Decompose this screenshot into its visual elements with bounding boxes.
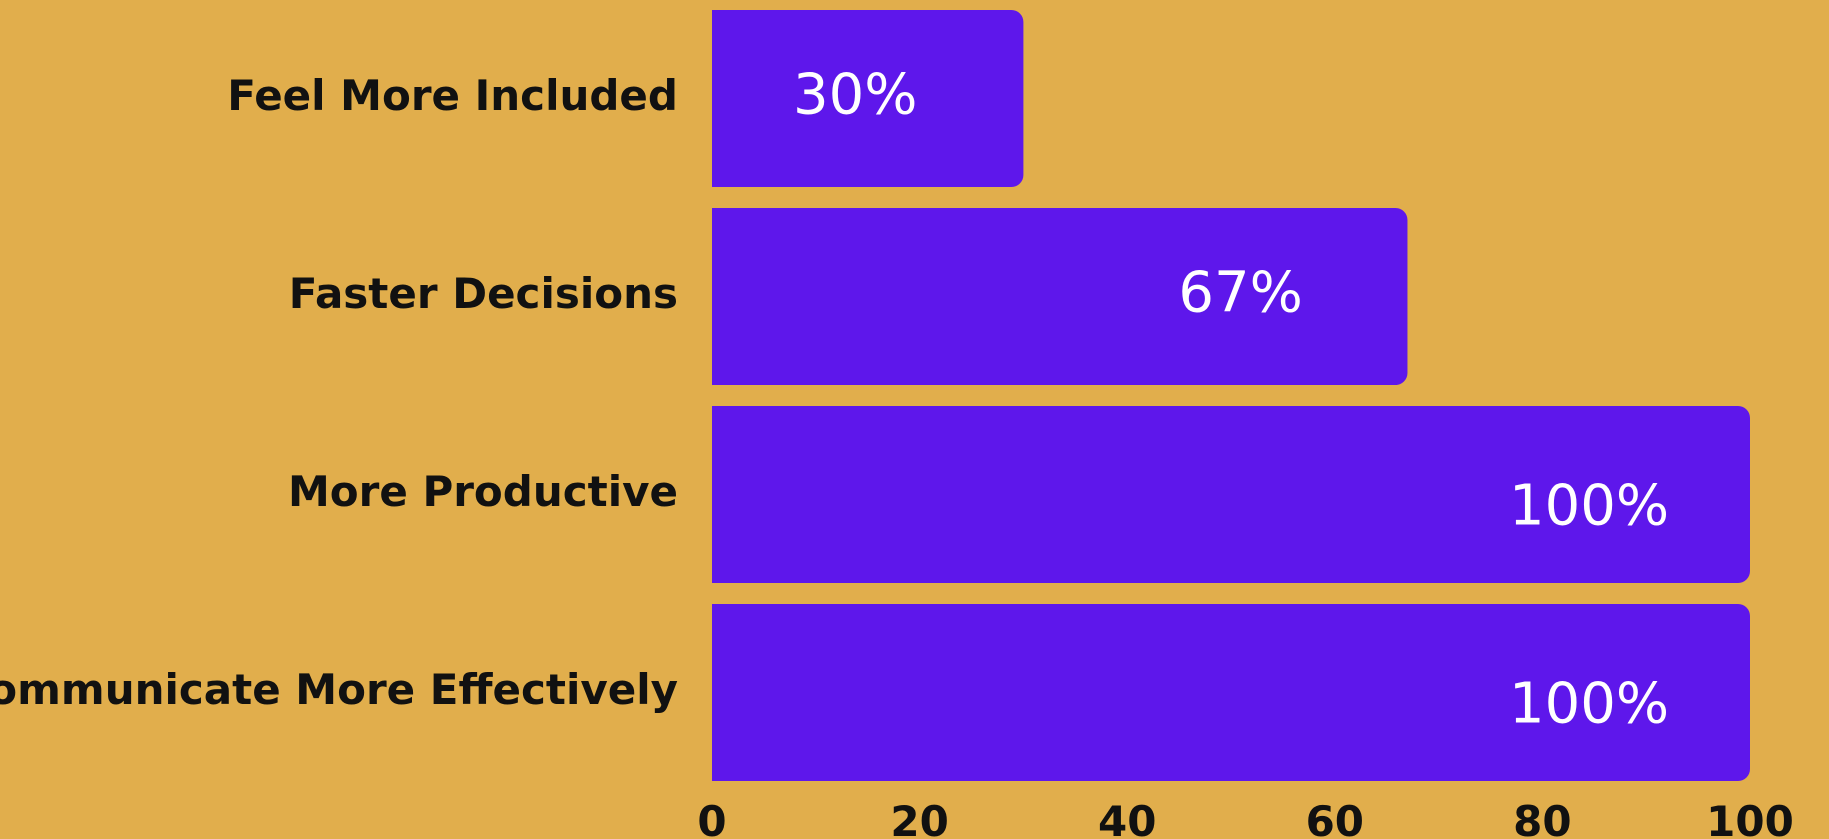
x-tick-label-0: 0 [697,797,726,839]
bars-layer [712,10,1750,781]
category-label-more-productive: More Productive [288,467,678,516]
x-axis-ticks: 0 20 40 60 80 100 [697,797,1793,839]
x-tick-label-60: 60 [1306,797,1364,839]
category-labels: Feel More Included Faster Decisions More P… [0,71,678,714]
category-label-communicate-more-effectively: Communicate More Effectively [0,665,678,714]
bar-more-productive [712,406,1750,583]
category-label-feel-more-included: Feel More Included [227,71,678,120]
bar-feel-more-included [712,10,1024,187]
x-tick-label-100: 100 [1706,797,1794,839]
x-tick-label-40: 40 [1098,797,1156,839]
value-label-more-productive: 100% [1509,474,1669,539]
x-tick-label-80: 80 [1513,797,1571,839]
value-label-communicate-more-effectively: 100% [1509,672,1669,737]
bar-communicate-more-effectively [712,604,1750,781]
x-tick-label-20: 20 [890,797,948,839]
value-labels: 30% 67% 100% 100% [793,63,1669,737]
category-label-faster-decisions: Faster Decisions [289,269,678,318]
value-label-faster-decisions: 67% [1178,261,1302,326]
value-label-feel-more-included: 30% [793,63,917,128]
bar-faster-decisions [712,208,1408,385]
